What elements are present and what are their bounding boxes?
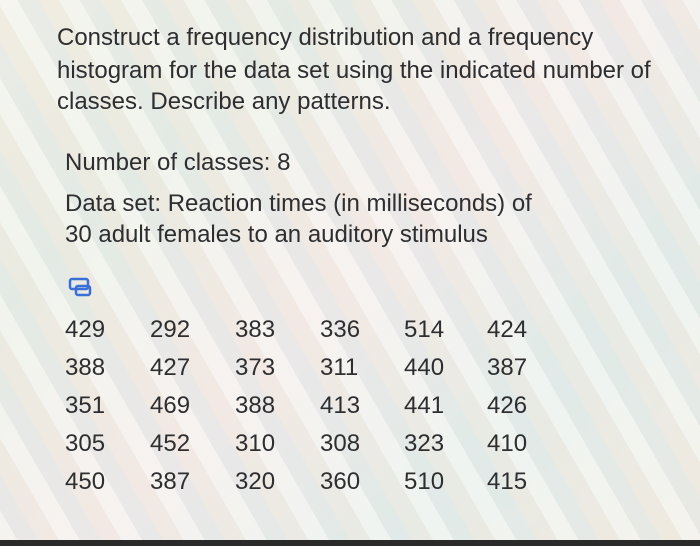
table-cell: 413 bbox=[320, 392, 361, 419]
table-cell: 336 bbox=[320, 316, 361, 343]
data-set-line: Data set: Reaction times (in millisecond… bbox=[65, 190, 532, 217]
table-cell: 360 bbox=[320, 468, 361, 495]
table-cell: 452 bbox=[150, 430, 191, 457]
table-cell: 450 bbox=[65, 468, 106, 495]
table-cell: 429 bbox=[65, 316, 106, 343]
icon-shape bbox=[74, 284, 92, 297]
table-cell: 424 bbox=[487, 316, 528, 343]
table-cell: 514 bbox=[404, 316, 445, 343]
table-cell: 373 bbox=[235, 354, 276, 381]
classes-label: Number of classes: bbox=[65, 149, 271, 176]
table-cell: 310 bbox=[235, 430, 276, 457]
classes-line: Number of classes: 8 bbox=[65, 151, 290, 175]
table-cell: 427 bbox=[150, 354, 191, 381]
table-cell: 305 bbox=[65, 430, 106, 457]
table-cell: 410 bbox=[487, 430, 528, 457]
table-cell: 415 bbox=[487, 468, 528, 495]
table-cell: 387 bbox=[150, 468, 191, 495]
question-line: histogram for the data set using the ind… bbox=[57, 57, 651, 84]
question-line: Construct a frequency distribution and a… bbox=[57, 24, 594, 51]
table-cell: 383 bbox=[235, 316, 276, 343]
copy-icon[interactable] bbox=[68, 276, 94, 298]
table-cell: 387 bbox=[487, 354, 528, 381]
photo-edge bbox=[0, 540, 700, 546]
table-cell: 388 bbox=[65, 354, 106, 381]
table-cell: 440 bbox=[404, 354, 445, 381]
table-cell: 308 bbox=[320, 430, 361, 457]
data-set-line: 30 adult females to an auditory stimulus bbox=[65, 221, 488, 248]
table-cell: 510 bbox=[404, 468, 445, 495]
table-cell: 469 bbox=[150, 392, 191, 419]
icon-shape bbox=[68, 277, 90, 291]
question-line: classes. Describe any patterns. bbox=[57, 88, 391, 115]
table-cell: 323 bbox=[404, 430, 445, 457]
table-cell: 311 bbox=[320, 354, 359, 381]
table-cell: 320 bbox=[235, 468, 276, 495]
table-cell: 441 bbox=[404, 392, 445, 419]
table-cell: 351 bbox=[65, 392, 106, 419]
table-cell: 292 bbox=[150, 316, 191, 343]
table-cell: 388 bbox=[235, 392, 276, 419]
classes-value: 8 bbox=[277, 149, 291, 176]
table-cell: 426 bbox=[487, 392, 528, 419]
